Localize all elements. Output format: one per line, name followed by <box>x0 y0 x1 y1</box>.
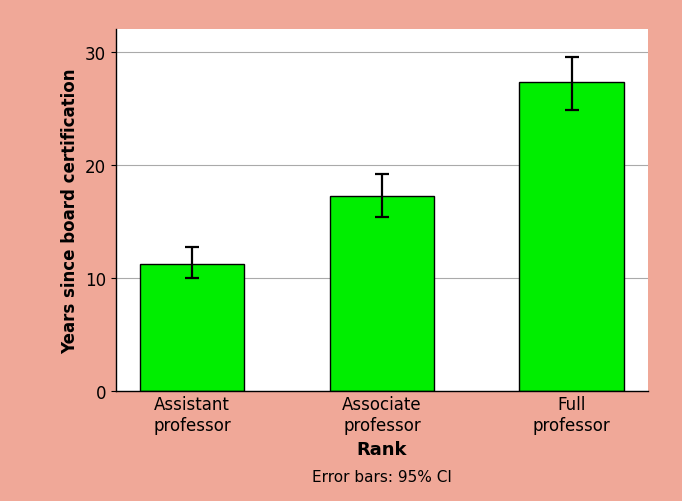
Bar <box>140 265 244 391</box>
Bar <box>330 197 434 391</box>
Y-axis label: Years since board certification: Years since board certification <box>61 68 80 353</box>
Bar <box>520 83 624 391</box>
Text: Error bars: 95% CI: Error bars: 95% CI <box>312 469 452 484</box>
X-axis label: Rank: Rank <box>357 440 407 458</box>
